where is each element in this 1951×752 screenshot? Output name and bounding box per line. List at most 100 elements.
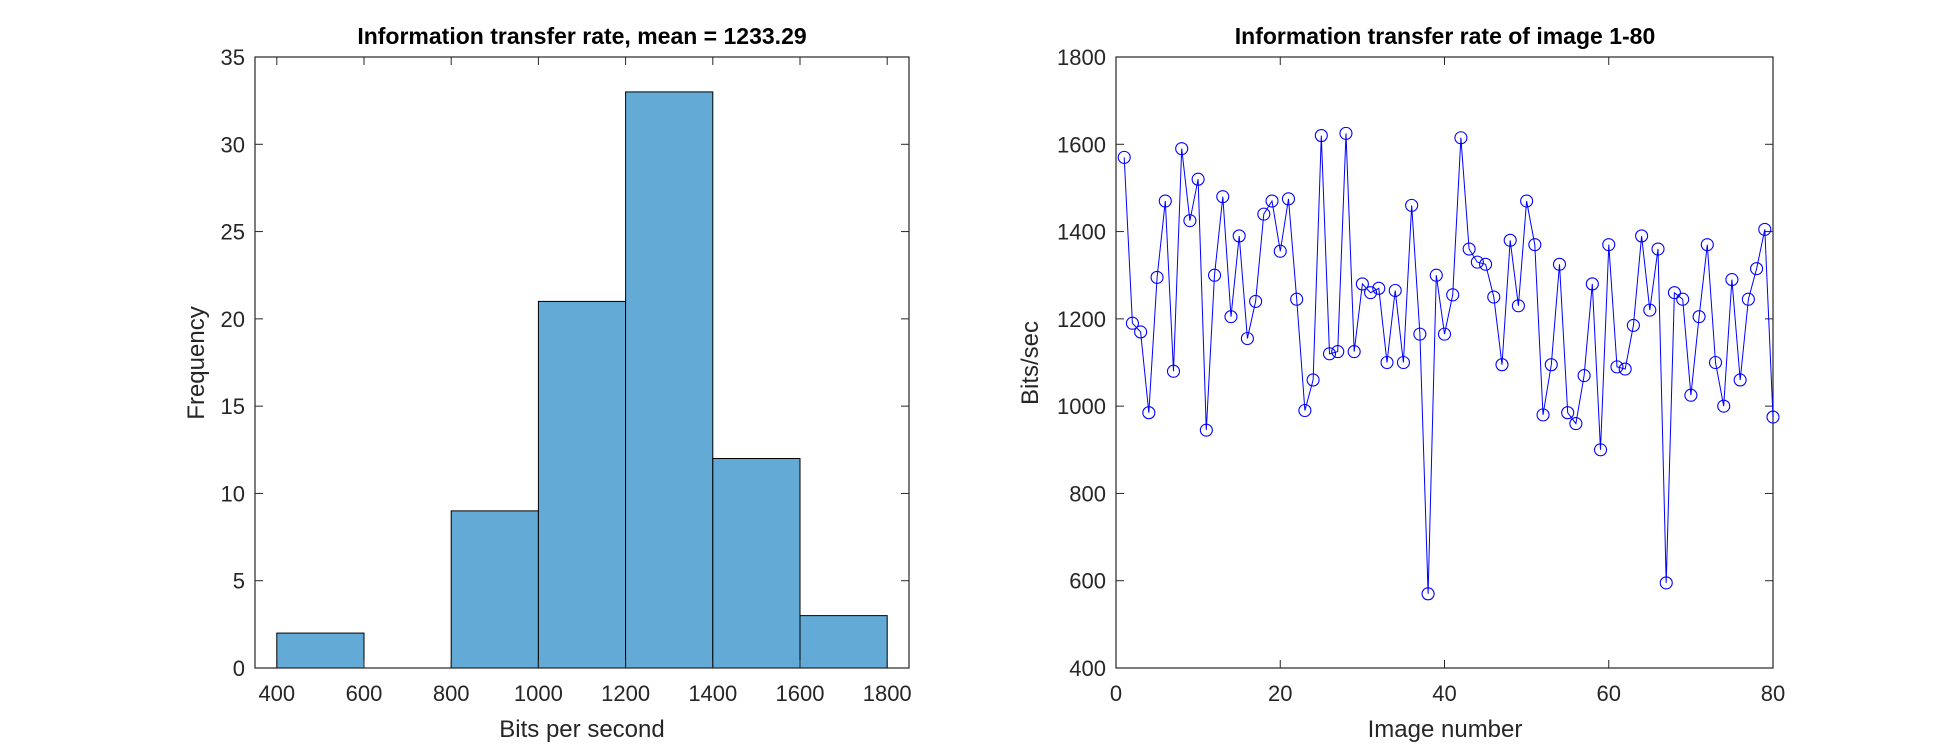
line-data-point xyxy=(1635,229,1649,243)
line-data-point xyxy=(1462,242,1476,256)
line-data-point xyxy=(1421,587,1435,601)
line-data-point xyxy=(1306,373,1320,387)
line-data-point xyxy=(1380,355,1394,370)
line-data-point xyxy=(1166,364,1181,378)
line-data-point xyxy=(1733,373,1747,387)
line-data-point xyxy=(1322,347,1337,361)
line-data-point xyxy=(1199,423,1213,437)
line-data-point xyxy=(1684,388,1698,402)
histogram-x-label: Bits per second xyxy=(499,716,664,743)
line-data-point xyxy=(1364,286,1378,300)
histogram-bar xyxy=(799,615,888,669)
line-data-point xyxy=(1758,222,1772,236)
line-data-point xyxy=(1643,303,1657,317)
line-data-point xyxy=(1240,331,1254,346)
histogram-y-tick-label: 0 xyxy=(233,656,245,681)
line-data-point xyxy=(1495,358,1509,372)
line-data-point xyxy=(1593,443,1608,457)
line-series-path xyxy=(1123,133,1774,594)
line-data-point xyxy=(1577,369,1591,383)
line-data-point xyxy=(1659,576,1673,590)
line-chart-y-tick-label: 800 xyxy=(1069,481,1106,506)
line-chart-y-tick-label: 600 xyxy=(1069,569,1106,594)
line-data-point xyxy=(1224,310,1238,324)
line-chart-series xyxy=(1117,126,1780,601)
line-data-point xyxy=(1347,345,1361,359)
line-data-point xyxy=(1281,192,1296,206)
line-data-point xyxy=(1405,198,1419,212)
line-chart-y-tick-label: 1200 xyxy=(1057,307,1106,332)
histogram-axes: 0 5 10 15 20 25 30 35 400 600 800 1000 1200 1400 1600 1… xyxy=(221,45,912,706)
histogram-bar xyxy=(537,300,627,669)
line-data-point xyxy=(1191,172,1205,186)
histogram-y-tick-label: 15 xyxy=(221,394,245,419)
line-data-point xyxy=(1314,129,1328,143)
line-data-point xyxy=(1150,270,1164,284)
line-chart: Information transfer rate of image 1-80 … xyxy=(1017,23,1785,743)
line-data-point xyxy=(1273,244,1287,258)
line-data-point xyxy=(1142,406,1156,420)
line-chart-y-tick-label: 400 xyxy=(1069,656,1106,681)
histogram-x-tick-label: 600 xyxy=(346,681,383,706)
line-data-point xyxy=(1454,131,1468,145)
line-data-point xyxy=(1298,403,1312,418)
line-data-point xyxy=(1134,325,1148,339)
histogram-y-label: Frequency xyxy=(183,306,210,419)
histogram-x-tick-label: 1000 xyxy=(514,681,563,706)
line-data-point xyxy=(1372,281,1386,295)
line-chart-x-tick-label: 60 xyxy=(1597,681,1621,706)
line-data-point xyxy=(1717,399,1731,413)
line-data-point xyxy=(1249,294,1263,308)
line-data-point xyxy=(1766,410,1780,424)
line-data-point xyxy=(1676,292,1690,306)
line-chart-axes: 400 600 800 1000 1200 1400 1600 1800 0 20 40 60 80 xyxy=(1057,45,1785,706)
line-data-point xyxy=(1503,233,1517,247)
histogram-y-tick-label: 30 xyxy=(221,132,245,157)
line-data-point xyxy=(1520,194,1534,208)
line-data-point xyxy=(1536,408,1550,422)
line-data-point xyxy=(1692,310,1706,324)
line-chart-x-tick-label: 40 xyxy=(1432,681,1456,706)
histogram-y-tick-label: 25 xyxy=(221,220,245,245)
line-data-point xyxy=(1651,242,1665,256)
line-data-point xyxy=(1610,360,1624,374)
line-data-point xyxy=(1602,238,1616,252)
histogram-x-tick-label: 1800 xyxy=(863,681,912,706)
histogram-bar xyxy=(276,632,365,669)
line-data-point xyxy=(1339,126,1353,140)
histogram-x-tick-label: 1600 xyxy=(776,681,825,706)
histogram-bars xyxy=(276,91,888,669)
line-data-point xyxy=(1355,277,1369,291)
histogram-axes-box xyxy=(254,56,910,669)
line-data-point xyxy=(1446,288,1460,302)
histogram-x-tick-label: 1200 xyxy=(601,681,650,706)
line-data-point xyxy=(1265,194,1279,208)
line-data-point xyxy=(1429,268,1443,282)
histogram-x-tick-label: 400 xyxy=(258,681,295,706)
line-data-point xyxy=(1331,345,1345,359)
line-data-point xyxy=(1708,355,1723,370)
histogram-y-tick-label: 5 xyxy=(233,569,245,594)
line-data-point xyxy=(1511,299,1525,313)
histogram-y-tick-label: 35 xyxy=(221,45,245,70)
histogram-bar xyxy=(625,91,714,669)
line-data-point xyxy=(1290,292,1304,306)
line-chart-axes-box xyxy=(1115,56,1774,669)
line-data-point xyxy=(1544,358,1558,372)
line-data-point xyxy=(1700,238,1714,252)
line-data-point xyxy=(1552,257,1567,271)
line-chart-title: Information transfer rate of image 1-80 xyxy=(1235,23,1656,49)
line-chart-y-tick-label: 1800 xyxy=(1057,45,1106,70)
line-data-point xyxy=(1208,268,1222,282)
line-data-point xyxy=(1487,290,1501,304)
line-data-point xyxy=(1413,327,1427,341)
line-chart-x-label: Image number xyxy=(1368,716,1523,743)
line-chart-x-tick-label: 0 xyxy=(1110,681,1122,706)
line-data-point xyxy=(1158,194,1172,208)
line-data-point xyxy=(1388,283,1402,298)
histogram-x-tick-label: 1400 xyxy=(688,681,737,706)
histogram-title: Information transfer rate, mean = 1233.2… xyxy=(357,23,806,49)
line-chart-y-tick-label: 1400 xyxy=(1057,220,1106,245)
line-data-point xyxy=(1626,318,1640,332)
